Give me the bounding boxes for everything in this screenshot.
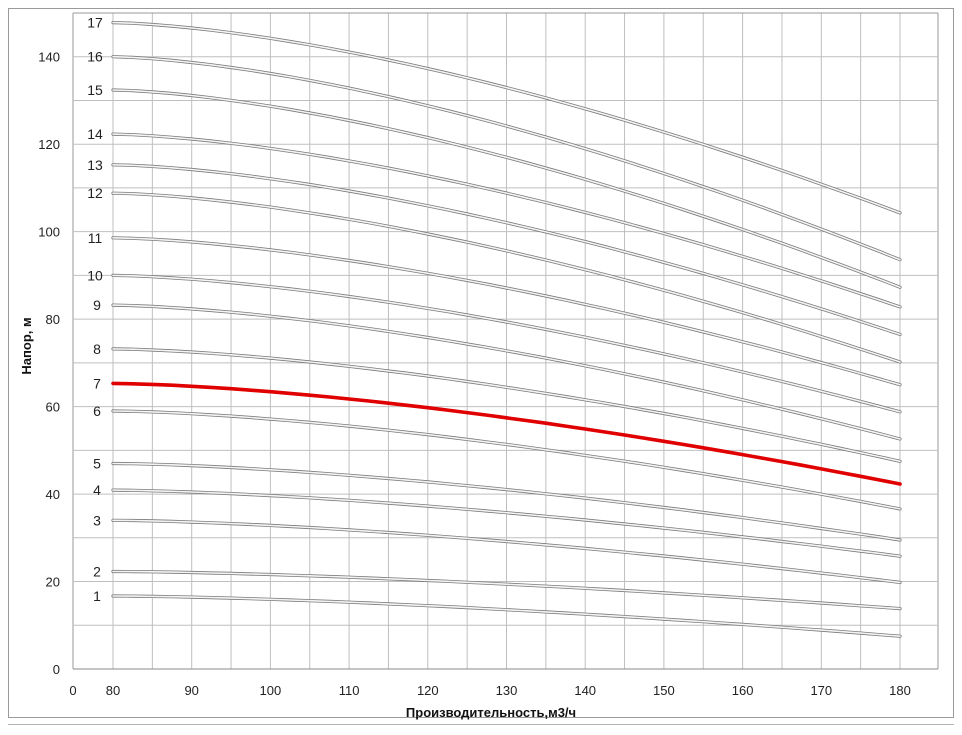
x-tick-label: 90 xyxy=(184,683,198,698)
x-tick-label: 170 xyxy=(810,683,832,698)
y-tick-label: 120 xyxy=(38,137,60,152)
curve-label-5: 5 xyxy=(93,455,101,471)
curve-14 xyxy=(112,133,901,308)
vertical-gridlines xyxy=(72,13,939,669)
curve-9 xyxy=(112,304,901,440)
curve-label-14: 14 xyxy=(87,126,103,142)
curve-7 xyxy=(111,381,902,486)
x-tick-label: 160 xyxy=(732,683,754,698)
curve-label-10: 10 xyxy=(87,267,103,283)
x-tick-labels: 0 80 90 100 110 120 130 140 150 160 170 180 xyxy=(69,683,910,698)
x-tick-label: 80 xyxy=(106,683,120,698)
curve-11 xyxy=(112,237,901,386)
x-axis-title: Производительность,м3/ч xyxy=(406,705,576,720)
curve-label-12: 12 xyxy=(87,185,103,201)
x-tick-label: 150 xyxy=(653,683,675,698)
curve-label-11: 11 xyxy=(88,230,103,246)
curve-12 xyxy=(112,192,901,363)
curve-label-16: 16 xyxy=(87,49,103,65)
curve-13 xyxy=(112,164,901,336)
curve-1 xyxy=(112,595,901,638)
y-tick-label: 0 xyxy=(53,662,60,677)
bottom-divider xyxy=(8,724,954,725)
curve-label-3: 3 xyxy=(93,512,101,528)
x-tick-label: 180 xyxy=(889,683,911,698)
curve-label-15: 15 xyxy=(87,82,103,98)
x-tick-label: 120 xyxy=(417,683,439,698)
curve-5 xyxy=(112,462,901,541)
y-tick-label: 40 xyxy=(46,487,60,502)
curve-15 xyxy=(112,89,901,289)
curve-16 xyxy=(112,55,901,261)
pump-curves xyxy=(111,21,902,638)
y-tick-label: 80 xyxy=(46,312,60,327)
y-tick-label: 20 xyxy=(46,575,60,590)
curve-6 xyxy=(112,410,901,510)
x-tick-label: 0 xyxy=(69,683,76,698)
horizontal-gridlines xyxy=(73,12,938,670)
y-tick-label: 140 xyxy=(38,50,60,65)
x-tick-label: 110 xyxy=(339,683,360,698)
curve-17 xyxy=(112,21,901,214)
y-tick-label: 100 xyxy=(38,225,60,240)
curve-label-7: 7 xyxy=(93,375,101,391)
x-tick-label: 100 xyxy=(260,683,282,698)
curve-2 xyxy=(112,570,901,610)
curve-label-8: 8 xyxy=(93,341,101,357)
curve-4 xyxy=(112,489,901,558)
curve-8 xyxy=(112,348,901,463)
y-tick-label: 60 xyxy=(46,400,60,415)
curve-label-2: 2 xyxy=(93,563,101,579)
curve-label-13: 13 xyxy=(87,157,103,173)
curve-label-9: 9 xyxy=(93,297,101,313)
y-axis-title: Напор, м xyxy=(19,317,34,374)
x-tick-label: 140 xyxy=(574,683,596,698)
curve-3 xyxy=(112,519,901,584)
x-tick-label: 130 xyxy=(496,683,518,698)
curve-label-17: 17 xyxy=(87,15,103,31)
curve-label-6: 6 xyxy=(93,403,101,419)
curve-label-4: 4 xyxy=(93,482,101,498)
y-tick-labels: 0 20 40 60 80 100 120 140 xyxy=(38,50,60,677)
curve-10 xyxy=(112,274,901,413)
curve-label-1: 1 xyxy=(93,588,101,604)
